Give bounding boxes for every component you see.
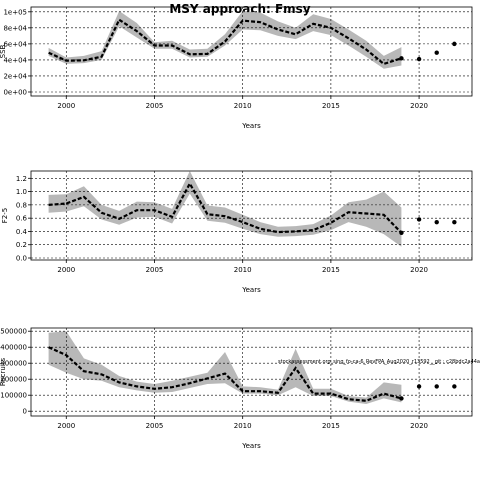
y-tick-label: 6e+04 [3, 40, 27, 48]
projection-point [416, 217, 422, 222]
plot-area [31, 7, 472, 96]
x-tick-label: 2015 [322, 266, 340, 274]
assessment-annotation: stockassessment.org_sing_fo-ca-6_RevFPA_… [278, 359, 480, 365]
y-axis-label: SSB [0, 44, 7, 58]
x-tick-label: 2000 [57, 422, 75, 430]
y-tick-label: 0.4 [16, 228, 28, 236]
y-tick-label: 0 [23, 408, 27, 416]
y-tick-label: 1.0 [16, 188, 27, 196]
x-tick-label: 2020 [410, 102, 428, 110]
y-tick-label: 0.2 [16, 241, 27, 249]
panel-fishing-mortality: 2000 2005 2010 2015 2020 0.0 0.2 0.4 0.6 0.8 1.0 1.… [1, 170, 473, 294]
x-tick-label: 2015 [322, 422, 340, 430]
x-tick-label: 2005 [146, 102, 164, 110]
y-tick-label: 400000 [0, 344, 27, 352]
projection-point [399, 56, 404, 61]
y-tick-label: 1e+05 [3, 8, 27, 16]
plot-frame [30, 170, 473, 261]
projection-point [452, 384, 457, 389]
x-axis-label: Years [241, 442, 261, 450]
y-tick-label: 100000 [0, 392, 27, 400]
y-tick-label: 2e+04 [3, 72, 27, 80]
x-tick-label: 2020 [410, 266, 428, 274]
y-tick-label: 1.2 [16, 175, 27, 183]
projection-point [399, 396, 404, 401]
x-tick-label: 2000 [57, 102, 75, 110]
median-line [48, 346, 402, 402]
projection-point [452, 41, 457, 47]
x-tick-label: 2005 [146, 422, 164, 430]
x-tick-label: 2015 [322, 102, 340, 110]
x-axis-label: Years [241, 286, 261, 294]
y-tick-label: 500000 [0, 328, 27, 336]
x-axis-label: Years [241, 122, 261, 130]
projection-point [416, 384, 422, 389]
projection-point [434, 219, 439, 225]
y-tick-label: 0.0 [16, 255, 27, 263]
x-tick-label: 2010 [234, 422, 252, 430]
x-tick-label: 2000 [57, 266, 75, 274]
x-tick-label: 2020 [410, 422, 428, 430]
y-tick-label: 0.6 [16, 215, 28, 223]
plot-frame [30, 6, 473, 97]
plot-frame [30, 327, 473, 417]
projection-point [434, 384, 439, 389]
y-tick-label: 200000 [0, 376, 27, 384]
y-tick-label: 0e+00 [3, 88, 27, 96]
confidence-band [48, 171, 402, 247]
plot-area [31, 171, 472, 260]
plot-area [31, 328, 472, 416]
median-line [48, 181, 403, 234]
confidence-band [48, 331, 402, 404]
y-tick-label: 8e+04 [3, 24, 27, 32]
y-axis-label: F2-5 [1, 208, 9, 223]
projection-point [452, 219, 457, 225]
projection-point [399, 230, 404, 235]
figure-title: MSY approach: Fmsy [169, 2, 310, 16]
x-tick-label: 2005 [146, 266, 164, 274]
projection-point [434, 50, 439, 55]
y-axis-label: Recruits [0, 357, 7, 386]
panel-ssb: 2000 2005 2010 2015 2020 0e+00 2e+04 4e+04 6e+04… [0, 6, 473, 130]
x-tick-label: 2010 [234, 266, 252, 274]
y-tick-label: 4e+04 [3, 56, 27, 64]
y-tick-label: 300000 [0, 360, 27, 368]
panel-recruits: 2000 2005 2010 2015 2020 0 100000 200000 300000 4… [0, 327, 480, 450]
projection-point [416, 56, 422, 62]
y-tick-label: 0.8 [16, 201, 27, 209]
x-tick-label: 2010 [234, 102, 252, 110]
median-line [48, 18, 402, 66]
